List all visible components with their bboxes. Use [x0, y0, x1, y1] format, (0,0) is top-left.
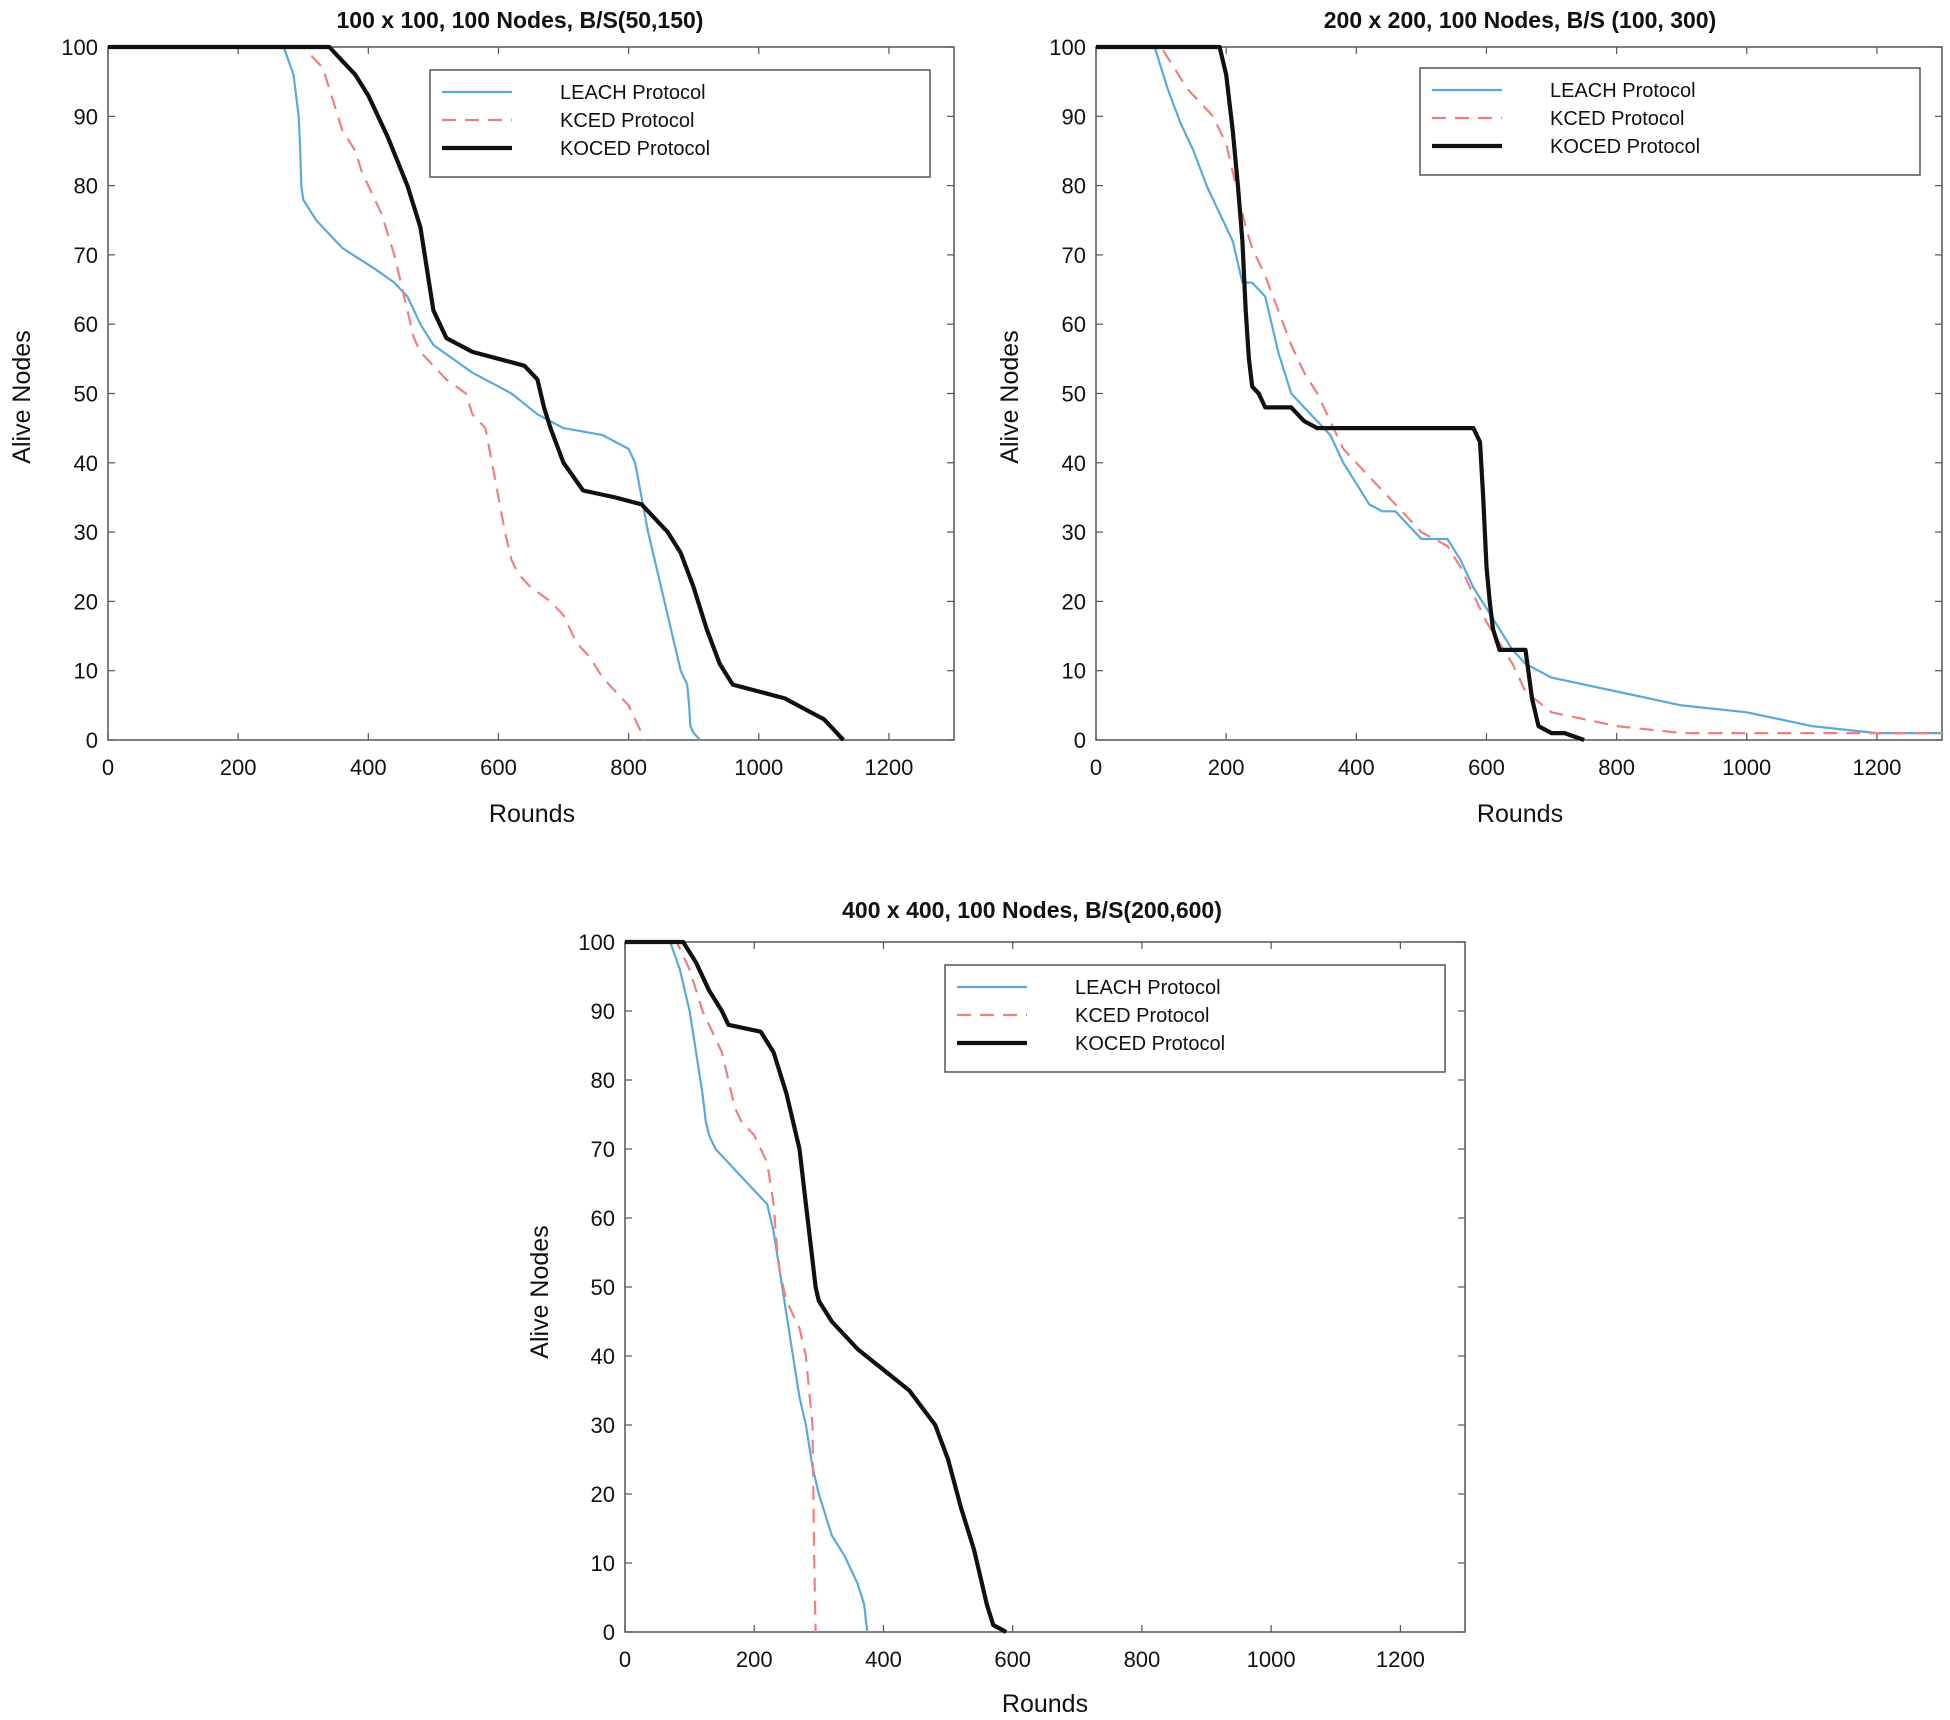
- series-line-kced: [108, 45, 646, 741]
- x-tick-label: 400: [865, 1647, 902, 1672]
- y-tick-label: 50: [1062, 382, 1086, 407]
- legend-entry: LEACH Protocol: [560, 82, 706, 104]
- y-tick-label: 80: [74, 174, 98, 199]
- legend-box: [1419, 67, 1921, 176]
- x-tick-label: 0: [1090, 755, 1102, 780]
- x-tick-label: 600: [480, 755, 517, 780]
- x-tick-label: 600: [1468, 755, 1505, 780]
- y-tick-label: 50: [74, 382, 98, 407]
- y-tick-label: 60: [74, 312, 98, 337]
- y-tick-label: 60: [1062, 312, 1086, 337]
- x-tick-label: 1000: [1247, 1647, 1296, 1672]
- legend-entry: LEACH Protocol: [1075, 977, 1221, 999]
- y-tick-label: 100: [1049, 35, 1086, 60]
- series-line-leach: [625, 940, 869, 1633]
- x-tick-label: 200: [220, 755, 257, 780]
- y-tick-label: 70: [591, 1137, 615, 1162]
- y-tick-label: 80: [1062, 174, 1086, 199]
- x-tick-label: 1200: [864, 755, 913, 780]
- y-tick-label: 30: [74, 520, 98, 545]
- y-tick-label: 10: [591, 1551, 615, 1576]
- x-axis-label: Rounds: [1477, 800, 1563, 828]
- y-axis-ticks: 0 10 20 30 40 50 60 70 80 90 100: [1049, 35, 1942, 753]
- y-tick-label: 10: [1062, 659, 1086, 684]
- y-axis-ticks: 0 10 20 30 40 50 60 70 80 90 100: [61, 35, 954, 753]
- legend: LEACH Protocol KCED Protocol KOCED Protoco…: [429, 69, 931, 178]
- y-axis-label: Alive Nodes: [8, 330, 36, 463]
- chart-panel-2: 200 x 200, 100 Nodes, B/S (100, 300) Rou…: [996, 7, 1943, 828]
- y-tick-label: 90: [74, 104, 98, 129]
- y-tick-label: 50: [591, 1275, 615, 1300]
- series-lines: [1096, 44, 1942, 742]
- legend-entry: KCED Protocol: [1550, 108, 1685, 130]
- x-tick-label: 0: [102, 755, 114, 780]
- y-tick-label: 40: [1062, 451, 1086, 476]
- y-tick-label: 100: [578, 930, 615, 955]
- series-line-leach: [1096, 45, 1942, 735]
- x-tick-label: 400: [1338, 755, 1375, 780]
- y-tick-label: 40: [591, 1344, 615, 1369]
- legend-entry: KCED Protocol: [560, 110, 695, 132]
- y-tick-label: 100: [61, 35, 98, 60]
- series-line-koced: [108, 44, 845, 742]
- y-tick-label: 20: [1062, 589, 1086, 614]
- legend-entry: KOCED Protocol: [1075, 1033, 1225, 1055]
- legend-entry: KOCED Protocol: [560, 138, 710, 160]
- x-tick-label: 800: [610, 755, 647, 780]
- x-tick-label: 400: [350, 755, 387, 780]
- x-tick-label: 1200: [1852, 755, 1901, 780]
- series-lines: [625, 939, 1008, 1634]
- series-line-kced: [1096, 45, 1942, 735]
- x-tick-label: 0: [619, 1647, 631, 1672]
- y-tick-label: 40: [74, 451, 98, 476]
- x-tick-label: 1000: [734, 755, 783, 780]
- chart-panel-3: 400 x 400, 100 Nodes, B/S(200,600) Round…: [526, 897, 1466, 1718]
- x-axis-ticks: 0 200 400 600 800 1000 1200: [102, 47, 913, 780]
- chart-title: 400 x 400, 100 Nodes, B/S(200,600): [842, 897, 1222, 923]
- y-tick-label: 70: [74, 243, 98, 268]
- series-lines: [108, 44, 845, 742]
- y-tick-label: 30: [1062, 520, 1086, 545]
- x-tick-label: 800: [1124, 1647, 1161, 1672]
- y-axis-label: Alive Nodes: [996, 330, 1024, 463]
- x-tick-label: 600: [994, 1647, 1031, 1672]
- y-tick-label: 20: [74, 589, 98, 614]
- legend: LEACH Protocol KCED Protocol KOCED Protoco…: [1419, 67, 1921, 176]
- y-tick-label: 70: [1062, 243, 1086, 268]
- x-tick-label: 200: [1208, 755, 1245, 780]
- series-line-koced: [1096, 44, 1585, 742]
- x-axis-label: Rounds: [1002, 1690, 1088, 1718]
- x-tick-label: 200: [736, 1647, 773, 1672]
- legend-box: [429, 69, 931, 178]
- y-tick-label: 0: [603, 1620, 615, 1645]
- y-tick-label: 90: [591, 999, 615, 1024]
- y-tick-label: 30: [591, 1413, 615, 1438]
- y-tick-label: 90: [1062, 104, 1086, 129]
- chart-panel-1: 100 x 100, 100 Nodes, B/S(50,150) Rounds…: [8, 7, 955, 828]
- series-line-koced: [625, 939, 1008, 1634]
- x-tick-label: 1200: [1376, 1647, 1425, 1672]
- legend: LEACH Protocol KCED Protocol KOCED Protoco…: [944, 964, 1446, 1073]
- series-line-kced: [625, 940, 817, 1633]
- y-tick-label: 0: [86, 728, 98, 753]
- y-tick-label: 20: [591, 1482, 615, 1507]
- legend-entry: LEACH Protocol: [1550, 80, 1696, 102]
- series-line-leach: [108, 45, 702, 741]
- chart-title: 200 x 200, 100 Nodes, B/S (100, 300): [1324, 7, 1717, 33]
- y-tick-label: 0: [1074, 728, 1086, 753]
- x-tick-label: 800: [1598, 755, 1635, 780]
- x-axis-label: Rounds: [489, 800, 575, 828]
- y-axis-ticks: 0 10 20 30 40 50 60 70 80 90 100: [578, 930, 1465, 1645]
- x-tick-label: 1000: [1722, 755, 1771, 780]
- y-tick-label: 60: [591, 1206, 615, 1231]
- x-axis-ticks: 0 200 400 600 800 1000 1200: [1090, 47, 1901, 780]
- chart-title: 100 x 100, 100 Nodes, B/S(50,150): [337, 7, 704, 33]
- legend-entry: KOCED Protocol: [1550, 136, 1700, 158]
- legend-entry: KCED Protocol: [1075, 1005, 1210, 1027]
- y-tick-label: 10: [74, 659, 98, 684]
- legend-box: [944, 964, 1446, 1073]
- y-axis-label: Alive Nodes: [526, 1225, 554, 1358]
- y-tick-label: 80: [591, 1068, 615, 1093]
